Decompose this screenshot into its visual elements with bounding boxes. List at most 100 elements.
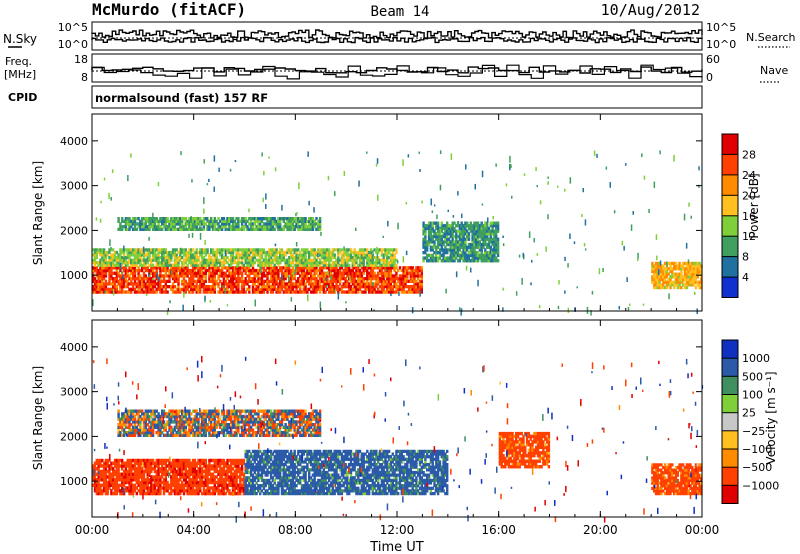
power-cell (495, 259, 498, 263)
power-cell (199, 271, 202, 275)
power-cell (377, 266, 380, 270)
power-cell (393, 279, 396, 283)
power-cell (130, 277, 133, 281)
velocity-cell (230, 469, 233, 474)
power-cell (422, 242, 425, 247)
power-cell (244, 253, 247, 257)
velocity-cell (228, 483, 231, 487)
power-cell (248, 290, 251, 294)
power-cell (148, 253, 151, 257)
power-cell (318, 287, 322, 291)
power-cell (317, 250, 320, 255)
power-cell (195, 258, 198, 262)
power-cell (286, 225, 289, 229)
power-cell (157, 248, 160, 252)
power-cell (455, 232, 458, 236)
velocity-cell (112, 483, 115, 487)
power-point (470, 267, 472, 273)
power-cell (151, 282, 155, 286)
velocity-cell (181, 464, 184, 468)
power-cell (168, 225, 171, 229)
velocity-cell (217, 464, 220, 468)
velocity-cell (148, 458, 151, 463)
power-cell (240, 282, 244, 286)
power-cell (188, 227, 191, 231)
power-point (290, 297, 293, 302)
power-cell (375, 266, 378, 270)
power-cell (340, 248, 344, 252)
power-cell (279, 285, 282, 289)
velocity-cell (95, 472, 98, 476)
power-cell (378, 263, 382, 267)
power-cell (171, 263, 175, 267)
power-cell (373, 274, 376, 278)
power-cell (689, 283, 692, 287)
power-cell (455, 256, 458, 260)
power-cell (162, 258, 166, 262)
velocity-cell (104, 472, 108, 476)
power-cell (395, 263, 398, 267)
power-cell (122, 268, 126, 273)
velocity-cell (161, 461, 164, 465)
power-cell (475, 232, 478, 236)
power-cell (137, 258, 140, 262)
power-cell (213, 266, 216, 270)
velocity-cell (117, 486, 120, 490)
power-cell (337, 285, 340, 289)
velocity-cell (162, 489, 166, 493)
power-cell (266, 227, 269, 231)
power-cell (462, 242, 465, 247)
power-cell (464, 232, 467, 236)
power-cell (153, 279, 157, 283)
power-cell (242, 266, 246, 270)
velocity-cell (157, 489, 160, 493)
velocity-cell (249, 486, 253, 490)
power-cell (148, 279, 151, 283)
power-cell (215, 250, 218, 255)
power-point (349, 275, 351, 282)
power-cell (360, 290, 364, 294)
power-cell (687, 272, 690, 276)
power-point (564, 256, 566, 262)
power-cell (104, 279, 108, 283)
velocity-cell (220, 489, 224, 493)
power-point (457, 191, 459, 196)
power-cell (257, 290, 260, 294)
power-cell (440, 259, 443, 263)
power-cell (306, 219, 309, 223)
power-cell (291, 248, 295, 252)
velocity-cell (177, 478, 180, 482)
power-cell (128, 277, 131, 281)
power-cell (387, 285, 391, 289)
power-cell (191, 225, 195, 229)
power-cell (126, 282, 129, 286)
power-cell (380, 253, 384, 257)
power-cell (349, 248, 353, 252)
power-cell (288, 287, 291, 291)
power-cell (286, 282, 289, 286)
power-point (396, 260, 399, 264)
power-cell (653, 269, 656, 274)
power-cell (224, 248, 227, 252)
power-cell (389, 248, 393, 252)
velocity-cell (99, 489, 102, 493)
power-cell (395, 274, 398, 278)
power-cell (464, 226, 467, 231)
power-cell (228, 248, 231, 252)
velocity-cell (108, 480, 111, 485)
power-cell (378, 290, 382, 294)
power-cell (262, 225, 266, 229)
velocity-cell (197, 491, 200, 496)
power-cell (308, 222, 311, 226)
power-cell (188, 282, 191, 286)
power-cell (386, 261, 389, 265)
power-cell (495, 234, 498, 239)
power-cell (191, 290, 195, 294)
power-cell (113, 250, 117, 255)
power-point (199, 233, 202, 240)
power-cell (144, 277, 147, 281)
power-cell (451, 237, 454, 241)
velocity-cell (159, 469, 162, 474)
power-cell (299, 219, 302, 223)
velocity-cell (200, 461, 204, 465)
